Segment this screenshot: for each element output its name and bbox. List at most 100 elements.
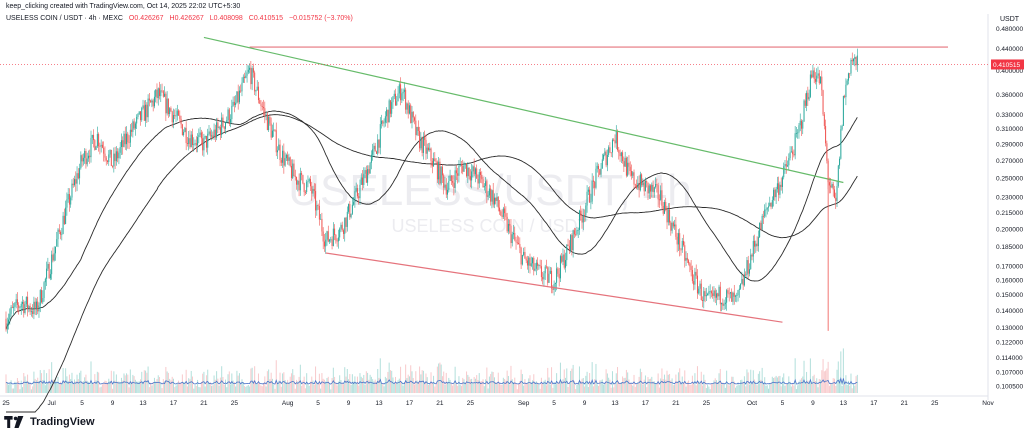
volume-bar [63,380,65,393]
candle-body [620,152,622,157]
candle-body [811,74,813,78]
candle-body [507,223,509,232]
candle-body [792,151,794,155]
candle-body [440,166,442,184]
volume-bar [504,378,506,393]
candle-body [39,290,41,306]
candle-body [160,90,162,97]
volume-bar [326,378,328,393]
candle-body [565,260,567,268]
volume-bar [440,364,442,393]
candle-body [490,188,492,202]
candle-body [729,292,731,294]
volume-bar [568,382,570,393]
candle-body [665,201,667,210]
candle-body [296,177,298,185]
candle-body [469,176,471,181]
volume-bar [42,379,44,393]
candle-body [108,154,110,162]
volume-bar [581,378,583,393]
candle-body [828,182,830,186]
time-axis[interactable]: 25 Jul 5 9 13 17 21 25 Aug 5 9 13 17 21 25 Sep 5 9 13 17 21 2… [0,395,995,407]
candle-body [137,114,139,117]
volume-bar [651,376,653,393]
candle-body [657,185,659,200]
candle-body [424,137,426,140]
volume-bar [180,382,182,393]
volume-bar [599,380,601,393]
volume-bar [259,383,261,393]
candle-body [748,269,750,274]
candle-body [139,111,141,121]
volume-bar [417,382,419,393]
candle-body [836,186,838,201]
candle-body [515,239,517,243]
candle-body [481,174,483,180]
candle-body [750,254,752,270]
volume-bar [392,377,394,393]
volume-bar [162,379,164,393]
candle-body [198,134,200,138]
symbol-name[interactable]: USELESS COIN / USDT · 4h · MEXC [6,15,123,22]
volume-bar [151,385,153,393]
volume-bar [844,384,846,393]
candle-body [186,143,188,144]
candle-body [174,115,176,116]
volume-bar [655,383,657,393]
candle-body [528,257,530,266]
volume-bar [615,373,617,393]
candle-body [134,123,136,129]
volume-bar [847,380,849,393]
volume-bar [656,383,658,393]
candle-body [781,177,783,187]
volume-bar [512,382,514,393]
candle-body [525,258,527,261]
candle-body [159,88,161,97]
volume-bar [175,385,177,393]
volume-ma-line [5,376,858,385]
volume-bar [584,386,586,393]
volume-bar [747,372,749,393]
candle-body [363,173,365,185]
candle-body [228,109,230,123]
candle-body [337,237,339,242]
volume-bar [232,380,234,393]
candle-body [609,147,611,153]
candle-body [411,111,413,124]
price-axis[interactable]: 0.480000 0.440000 0.400000 0.360000 0.330000… [987,14,1023,400]
candle-body [166,98,168,114]
volume-bar [637,382,639,393]
candle-body [698,288,700,294]
candle-body [62,215,64,234]
candle-body [802,121,804,129]
brand-name: TradingView [30,416,95,428]
volume-bar [856,374,858,393]
volume-bar [339,375,341,393]
volume-bar [490,374,492,393]
candle-body [104,153,106,158]
volume-bar [117,381,119,393]
volume-bar [587,387,589,393]
drawings[interactable] [203,36,948,331]
volume-bar [712,383,714,393]
volume-bar [341,382,343,393]
candle-body [779,184,781,195]
volume-bar [318,373,320,393]
volume-bar [804,383,806,393]
candle-body [780,184,782,187]
candle-body [454,170,456,188]
candle-body [299,173,301,191]
candle-body [714,290,716,298]
candle-body [279,144,281,161]
candle-body [473,166,475,175]
candle-body [591,180,593,202]
candle-body [570,235,572,251]
candle-body [831,183,833,188]
volume-bar [194,384,196,393]
volume-bar [308,385,310,393]
volume-bar [698,381,700,393]
volume-bar [425,373,427,393]
candle-body [181,124,183,136]
candle-body [477,178,479,184]
